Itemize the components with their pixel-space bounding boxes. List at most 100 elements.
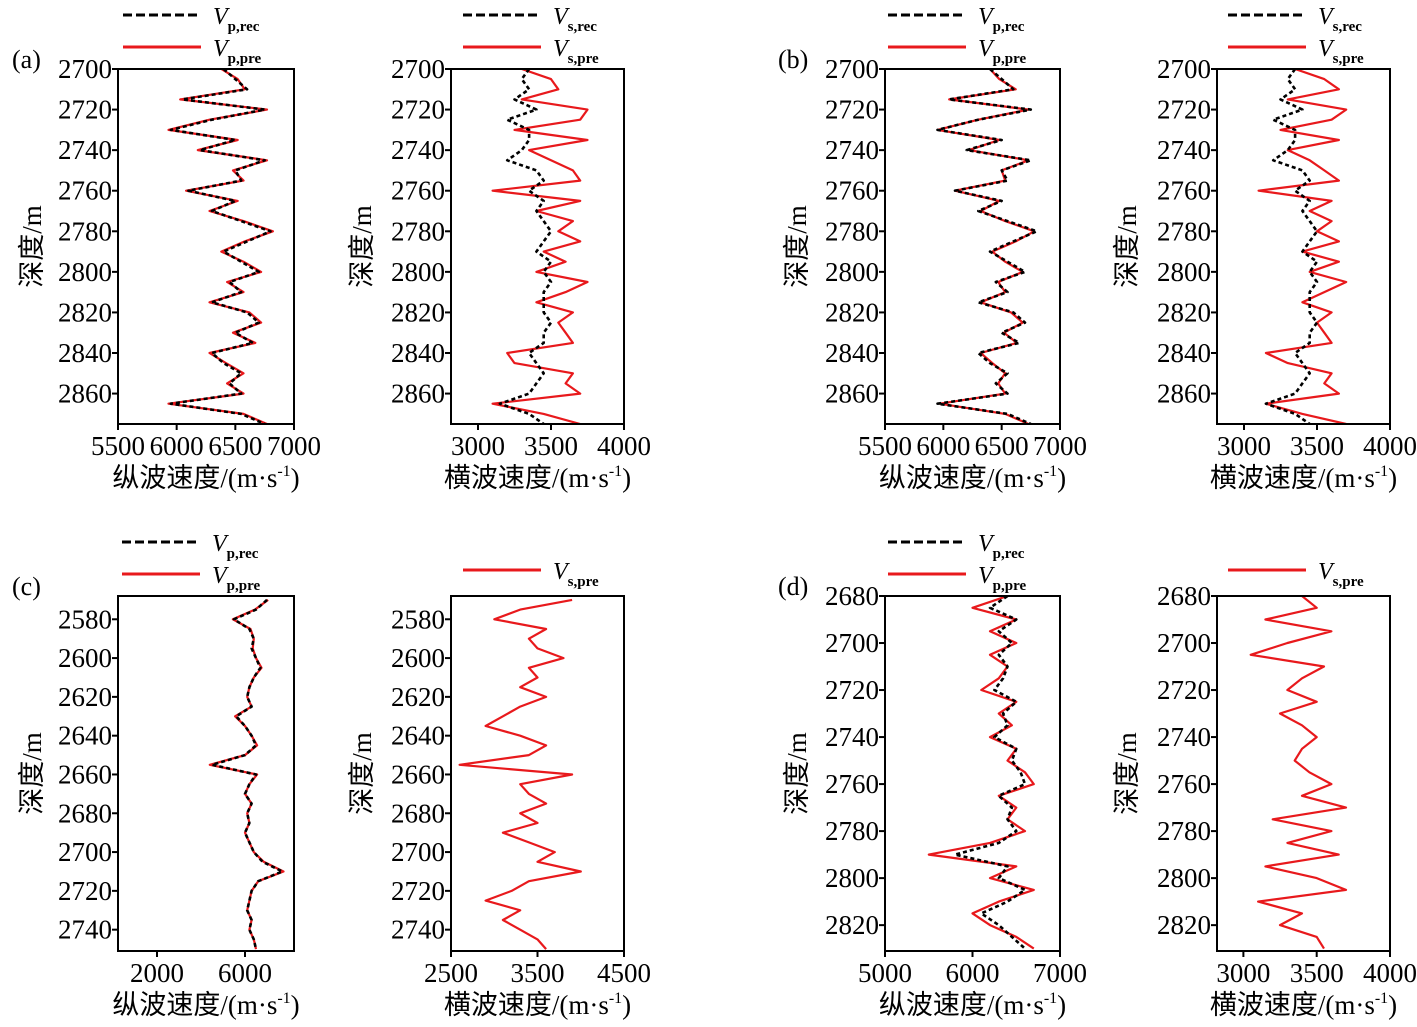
y-tick-label: 2800 bbox=[1157, 863, 1211, 893]
x-tick-label: 4000 bbox=[1363, 958, 1417, 988]
legend-subscript: s,pre bbox=[568, 51, 599, 67]
y-tick-label: 2860 bbox=[825, 379, 879, 409]
x-axis-label: 纵波速度/(m·s-1) bbox=[112, 463, 299, 493]
x-label-sup: -1 bbox=[277, 990, 290, 1007]
x-tick-label: 7000 bbox=[1033, 431, 1087, 461]
y-tick-label: 2720 bbox=[1157, 675, 1211, 705]
y-axis-label: 深度/m bbox=[782, 732, 812, 815]
legend-entry: Vp,pre bbox=[978, 563, 1026, 594]
legend-subscript: s,pre bbox=[1333, 574, 1364, 590]
y-tick-label: 2760 bbox=[1157, 176, 1211, 206]
y-tick-label: 2800 bbox=[825, 257, 879, 287]
x-label-end: ) bbox=[1388, 990, 1397, 1020]
y-axis-label: 深度/m bbox=[1112, 732, 1142, 815]
y-tick-label: 2840 bbox=[58, 338, 112, 368]
legend-entry: Vs,pre bbox=[1318, 559, 1364, 590]
legend-entry: Vp,pre bbox=[978, 36, 1026, 67]
subplot-5: 2580 2600 2620 2640 2660 2680 2700 2720 2740 2000… bbox=[12, 531, 300, 1020]
y-tick-label: 2700 bbox=[58, 54, 112, 84]
x-tick-label: 4000 bbox=[597, 431, 651, 461]
y-tick-label: 2740 bbox=[825, 722, 879, 752]
legend-subscript: p,rec bbox=[993, 546, 1025, 562]
legend-symbol: V bbox=[978, 4, 995, 30]
series-line-p-rec bbox=[953, 596, 1027, 950]
y-tick-label: 2600 bbox=[58, 643, 112, 673]
series-line-p-pre bbox=[208, 599, 285, 950]
y-tick-label: 2740 bbox=[58, 915, 112, 945]
legend-subscript: p,rec bbox=[228, 19, 260, 35]
x-label-sup: -1 bbox=[1375, 990, 1388, 1007]
x-axis-label: 纵波速度/(m·s-1) bbox=[112, 990, 299, 1020]
plot-frame bbox=[450, 68, 625, 425]
x-tick-label: 3500 bbox=[1290, 958, 1344, 988]
y-tick-label: 2720 bbox=[825, 95, 879, 125]
y-axis-label: 深度/m bbox=[782, 205, 812, 288]
y-tick-label: 2580 bbox=[58, 604, 112, 634]
x-axis-label: 纵波速度/(m·s-1) bbox=[879, 463, 1066, 493]
x-label-main: 横波速度/(m·s bbox=[444, 463, 609, 493]
x-label-main: 横波速度/(m·s bbox=[1210, 990, 1375, 1020]
subplot-3: 2700 2720 2740 2760 2780 2800 2820 2840 2860 5500… bbox=[778, 4, 1087, 493]
y-tick-label: 2680 bbox=[58, 798, 112, 828]
y-tick-label: 2760 bbox=[1157, 769, 1211, 799]
x-label-sup: -1 bbox=[277, 463, 290, 480]
x-label-main: 纵波速度/(m·s bbox=[879, 463, 1044, 493]
series-line-p-rec bbox=[169, 69, 272, 424]
x-axis-label: 横波速度/(m·s-1) bbox=[444, 990, 631, 1020]
legend-symbol: V bbox=[978, 563, 995, 589]
y-axis-label: 深度/m bbox=[347, 205, 377, 288]
y-tick-label: 2840 bbox=[391, 338, 445, 368]
legend-entry: Vs,pre bbox=[553, 559, 599, 590]
legend-subscript: p,pre bbox=[993, 578, 1027, 594]
x-tick-label: 6500 bbox=[975, 431, 1029, 461]
legend-symbol: V bbox=[553, 36, 570, 62]
legend-entry: Vp,rec bbox=[978, 4, 1025, 35]
y-tick-label: 2720 bbox=[391, 95, 445, 125]
x-axis-label: 横波速度/(m·s-1) bbox=[1210, 990, 1397, 1020]
legend-entry: Vs,pre bbox=[553, 36, 599, 67]
legend-entry: Vs,rec bbox=[1318, 4, 1362, 35]
legend-entry: Vp,rec bbox=[213, 4, 260, 35]
x-axis-label: 纵波速度/(m·s-1) bbox=[879, 990, 1066, 1020]
y-tick-label: 2640 bbox=[58, 721, 112, 751]
y-tick-label: 2780 bbox=[1157, 216, 1211, 246]
x-label-end: ) bbox=[1388, 463, 1397, 493]
series-line-s-pre bbox=[1249, 596, 1348, 950]
legend-subscript: p,pre bbox=[227, 578, 261, 594]
y-tick-label: 2720 bbox=[58, 95, 112, 125]
y-tick-label: 2760 bbox=[58, 176, 112, 206]
x-tick-label: 6000 bbox=[218, 958, 272, 988]
legend-symbol: V bbox=[978, 531, 995, 557]
y-tick-label: 2700 bbox=[1157, 54, 1211, 84]
y-tick-label: 2680 bbox=[391, 798, 445, 828]
series-line-p-rec bbox=[936, 69, 1038, 424]
x-label-sup: -1 bbox=[609, 990, 622, 1007]
legend: Vs,pre bbox=[463, 559, 599, 590]
panel-label: (c) bbox=[12, 572, 41, 601]
y-tick-label: 2700 bbox=[825, 628, 879, 658]
legend-symbol: V bbox=[212, 531, 229, 557]
y-tick-label: 2720 bbox=[1157, 95, 1211, 125]
y-tick-label: 2800 bbox=[58, 257, 112, 287]
x-label-end: ) bbox=[1057, 990, 1066, 1020]
panel-label: (b) bbox=[778, 45, 808, 74]
legend-symbol: V bbox=[978, 36, 995, 62]
series-line-s-pre bbox=[1257, 69, 1348, 424]
series-line-p-pre bbox=[936, 69, 1036, 424]
x-tick-label: 4000 bbox=[1363, 431, 1417, 461]
y-tick-label: 2700 bbox=[391, 54, 445, 84]
plot-frame bbox=[1216, 68, 1391, 425]
x-tick-label: 3000 bbox=[1216, 958, 1270, 988]
series-line-p-rec bbox=[210, 598, 284, 950]
legend-entry: Vs,rec bbox=[553, 4, 597, 35]
x-tick-label: 2000 bbox=[130, 958, 184, 988]
y-tick-label: 2760 bbox=[825, 176, 879, 206]
legend-symbol: V bbox=[1318, 4, 1335, 30]
y-tick-label: 2760 bbox=[825, 769, 879, 799]
x-tick-label: 7000 bbox=[267, 431, 321, 461]
subplot-4: 2700 2720 2740 2760 2780 2800 2820 2840 28603000… bbox=[1112, 4, 1417, 493]
